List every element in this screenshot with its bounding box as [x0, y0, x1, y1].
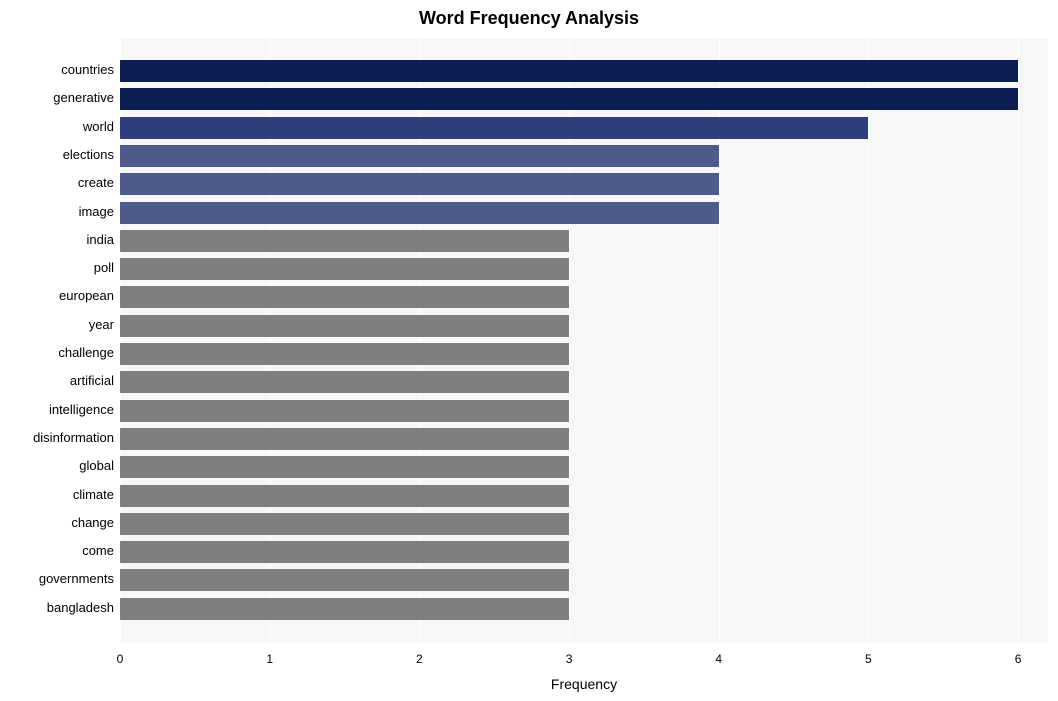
- y-tick-label: poll: [94, 260, 114, 275]
- bar: [120, 258, 569, 280]
- y-tick-label: year: [89, 317, 114, 332]
- y-tick-label: create: [78, 175, 114, 190]
- x-tick-label: 3: [566, 652, 573, 666]
- bar: [120, 598, 569, 620]
- bar: [120, 173, 719, 195]
- bar: [120, 117, 868, 139]
- bar: [120, 400, 569, 422]
- x-axis-title: Frequency: [120, 676, 1048, 692]
- y-tick-label: climate: [73, 487, 114, 502]
- word-frequency-chart: Word Frequency Analysis Frequency 0 1 2 3 4 5…: [0, 0, 1058, 701]
- bar: [120, 88, 1018, 110]
- x-tick-label: 6: [1015, 652, 1022, 666]
- bar: [120, 202, 719, 224]
- chart-title: Word Frequency Analysis: [0, 8, 1058, 29]
- y-tick-label: generative: [53, 90, 114, 105]
- bar: [120, 428, 569, 450]
- bar: [120, 485, 569, 507]
- grid-line: [868, 38, 869, 643]
- y-tick-label: come: [82, 543, 114, 558]
- bar: [120, 569, 569, 591]
- x-tick-label: 4: [715, 652, 722, 666]
- bar: [120, 145, 719, 167]
- x-tick-label: 1: [266, 652, 273, 666]
- y-tick-label: governments: [39, 571, 114, 586]
- y-tick-label: artificial: [70, 373, 114, 388]
- bar: [120, 315, 569, 337]
- bar: [120, 286, 569, 308]
- y-tick-label: change: [71, 515, 114, 530]
- y-tick-label: bangladesh: [47, 600, 114, 615]
- y-tick-label: european: [59, 288, 114, 303]
- y-tick-label: elections: [63, 147, 114, 162]
- y-tick-label: world: [83, 119, 114, 134]
- y-tick-label: india: [87, 232, 114, 247]
- bar: [120, 513, 569, 535]
- x-tick-label: 2: [416, 652, 423, 666]
- y-tick-label: disinformation: [33, 430, 114, 445]
- y-tick-label: global: [79, 458, 114, 473]
- bar: [120, 343, 569, 365]
- y-tick-label: image: [79, 204, 114, 219]
- bar: [120, 371, 569, 393]
- bar: [120, 60, 1018, 82]
- y-tick-label: intelligence: [49, 402, 114, 417]
- bar: [120, 456, 569, 478]
- grid-line: [1018, 38, 1019, 643]
- y-tick-label: countries: [61, 62, 114, 77]
- plot-area: [120, 38, 1048, 643]
- x-tick-label: 0: [117, 652, 124, 666]
- x-tick-label: 5: [865, 652, 872, 666]
- bar: [120, 541, 569, 563]
- bar: [120, 230, 569, 252]
- y-tick-label: challenge: [58, 345, 114, 360]
